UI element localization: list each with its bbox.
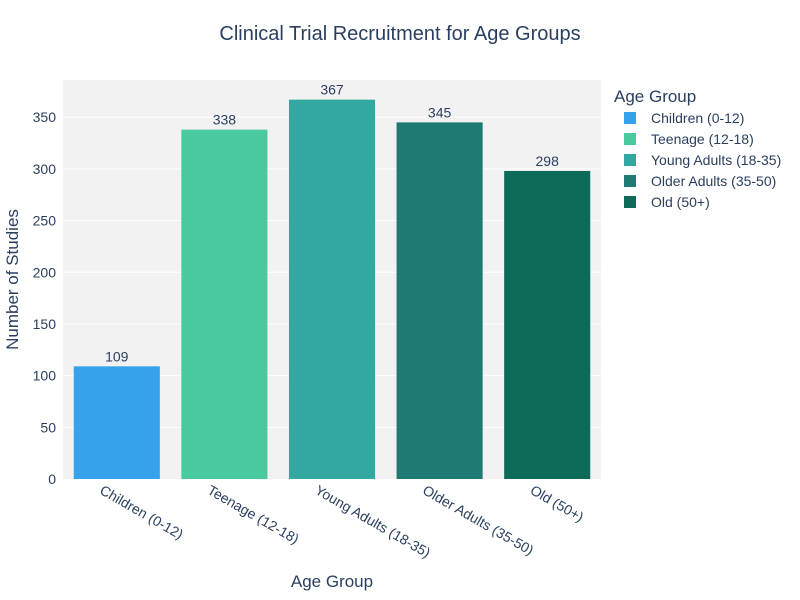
legend-swatch: [624, 196, 636, 208]
bar: [73, 366, 160, 479]
bar-value-label: 109: [105, 348, 129, 364]
bar: [396, 122, 483, 479]
y-axis-title: Number of Studies: [3, 209, 22, 350]
x-tick-label: Children (0-12): [97, 482, 186, 543]
legend-swatch: [624, 175, 636, 187]
chart-title: Clinical Trial Recruitment for Age Group…: [219, 23, 580, 45]
legend-swatch: [624, 133, 636, 145]
x-tick-label: Old (50+): [528, 482, 587, 525]
y-tick-label: 300: [33, 161, 57, 177]
bar-value-label: 367: [320, 82, 344, 98]
legend-label: Old (50+): [651, 194, 710, 210]
legend-label: Teenage (12-18): [651, 131, 754, 147]
y-tick-label: 350: [33, 109, 57, 125]
y-tick-label: 50: [40, 419, 56, 435]
y-tick-label: 250: [33, 213, 57, 229]
bar: [181, 129, 268, 479]
legend-swatch: [624, 154, 636, 166]
bar-value-label: 338: [213, 112, 237, 128]
legend-label: Older Adults (35-50): [651, 173, 776, 189]
bars: [73, 99, 591, 479]
bar-value-label: 298: [536, 153, 560, 169]
legend: Age Group Children (0-12) Teenage (12-18)…: [614, 87, 781, 210]
bar: [288, 99, 376, 479]
bar-value-label: 345: [428, 104, 452, 120]
y-tick-label: 0: [48, 471, 56, 487]
y-tick-label: 100: [33, 368, 57, 384]
bar-labels: 109 338 367 345 298: [105, 82, 559, 365]
bar: [504, 170, 591, 479]
x-tick-label: Teenage (12-18): [205, 482, 302, 547]
legend-items: Children (0-12) Teenage (12-18) Young Adul…: [624, 110, 781, 210]
legend-label: Children (0-12): [651, 110, 744, 126]
x-axis-title: Age Group: [291, 572, 373, 591]
y-tick-label: 150: [33, 316, 57, 332]
legend-swatch: [624, 112, 636, 124]
y-axis-ticks: 0 50 100 150 200 250 300 350: [33, 109, 57, 487]
legend-label: Young Adults (18-35): [651, 152, 781, 168]
y-tick-label: 200: [33, 264, 57, 280]
x-tick-label: Older Adults (35-50): [420, 482, 537, 559]
x-tick-label: Young Adults (18-35): [313, 482, 434, 561]
x-axis-ticks: Children (0-12) Teenage (12-18) Young Adul…: [97, 482, 586, 561]
legend-title: Age Group: [614, 87, 696, 106]
